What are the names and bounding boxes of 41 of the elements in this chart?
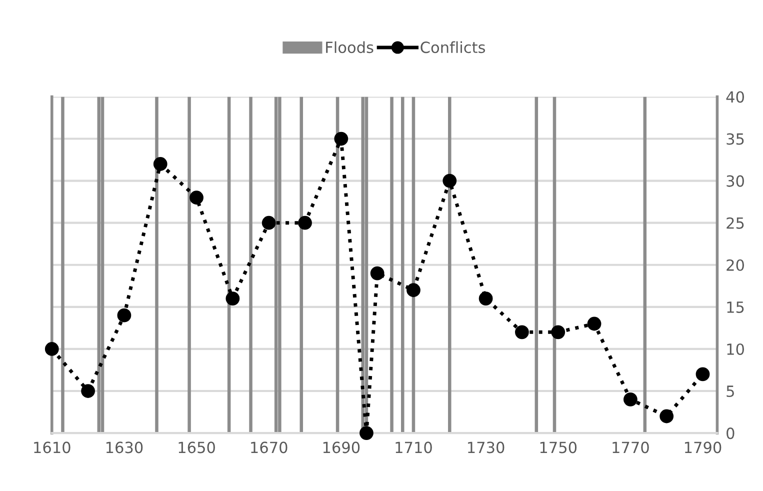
x-tick-label: 1790 <box>684 442 722 454</box>
point <box>660 409 674 424</box>
y-tick-label: 0 <box>726 428 734 440</box>
y-tick-label: 30 <box>726 175 744 187</box>
point <box>406 283 420 298</box>
y-tick-label: 10 <box>727 343 744 355</box>
point <box>478 292 493 306</box>
point <box>81 384 95 398</box>
point <box>190 190 204 205</box>
point <box>370 266 384 280</box>
point <box>587 316 602 331</box>
point <box>334 132 348 146</box>
x-tick-label: 1610 <box>34 442 70 454</box>
point <box>298 216 312 230</box>
point <box>226 292 240 306</box>
point <box>153 157 168 171</box>
point <box>442 174 457 188</box>
x-tick-label: 1730 <box>468 442 504 454</box>
y-tick-label: 40 <box>726 91 744 103</box>
y-tick-label: 20 <box>726 259 744 271</box>
x-tick-label: 1650 <box>178 442 215 454</box>
point <box>696 367 710 382</box>
point <box>44 342 59 356</box>
y-tick-label: 25 <box>726 217 744 229</box>
point <box>551 325 566 340</box>
y-tick-label: 35 <box>726 133 744 145</box>
y-tick-label: 5 <box>726 386 734 398</box>
x-tick-label: 1690 <box>323 442 360 454</box>
point <box>262 216 276 230</box>
x-tick-label: 1630 <box>106 442 143 454</box>
point <box>360 426 374 440</box>
x-tick-label: 1750 <box>540 442 577 454</box>
y-tick-label: 15 <box>727 302 744 313</box>
x-tick-label: 1770 <box>612 442 649 454</box>
x-tick-label: 1710 <box>396 442 432 454</box>
legend-label: Floods <box>326 41 374 54</box>
point <box>515 325 529 340</box>
legend-label: Conflicts <box>420 41 485 54</box>
x-tick-label: 1670 <box>251 442 288 454</box>
point <box>117 308 132 322</box>
point <box>623 392 638 406</box>
